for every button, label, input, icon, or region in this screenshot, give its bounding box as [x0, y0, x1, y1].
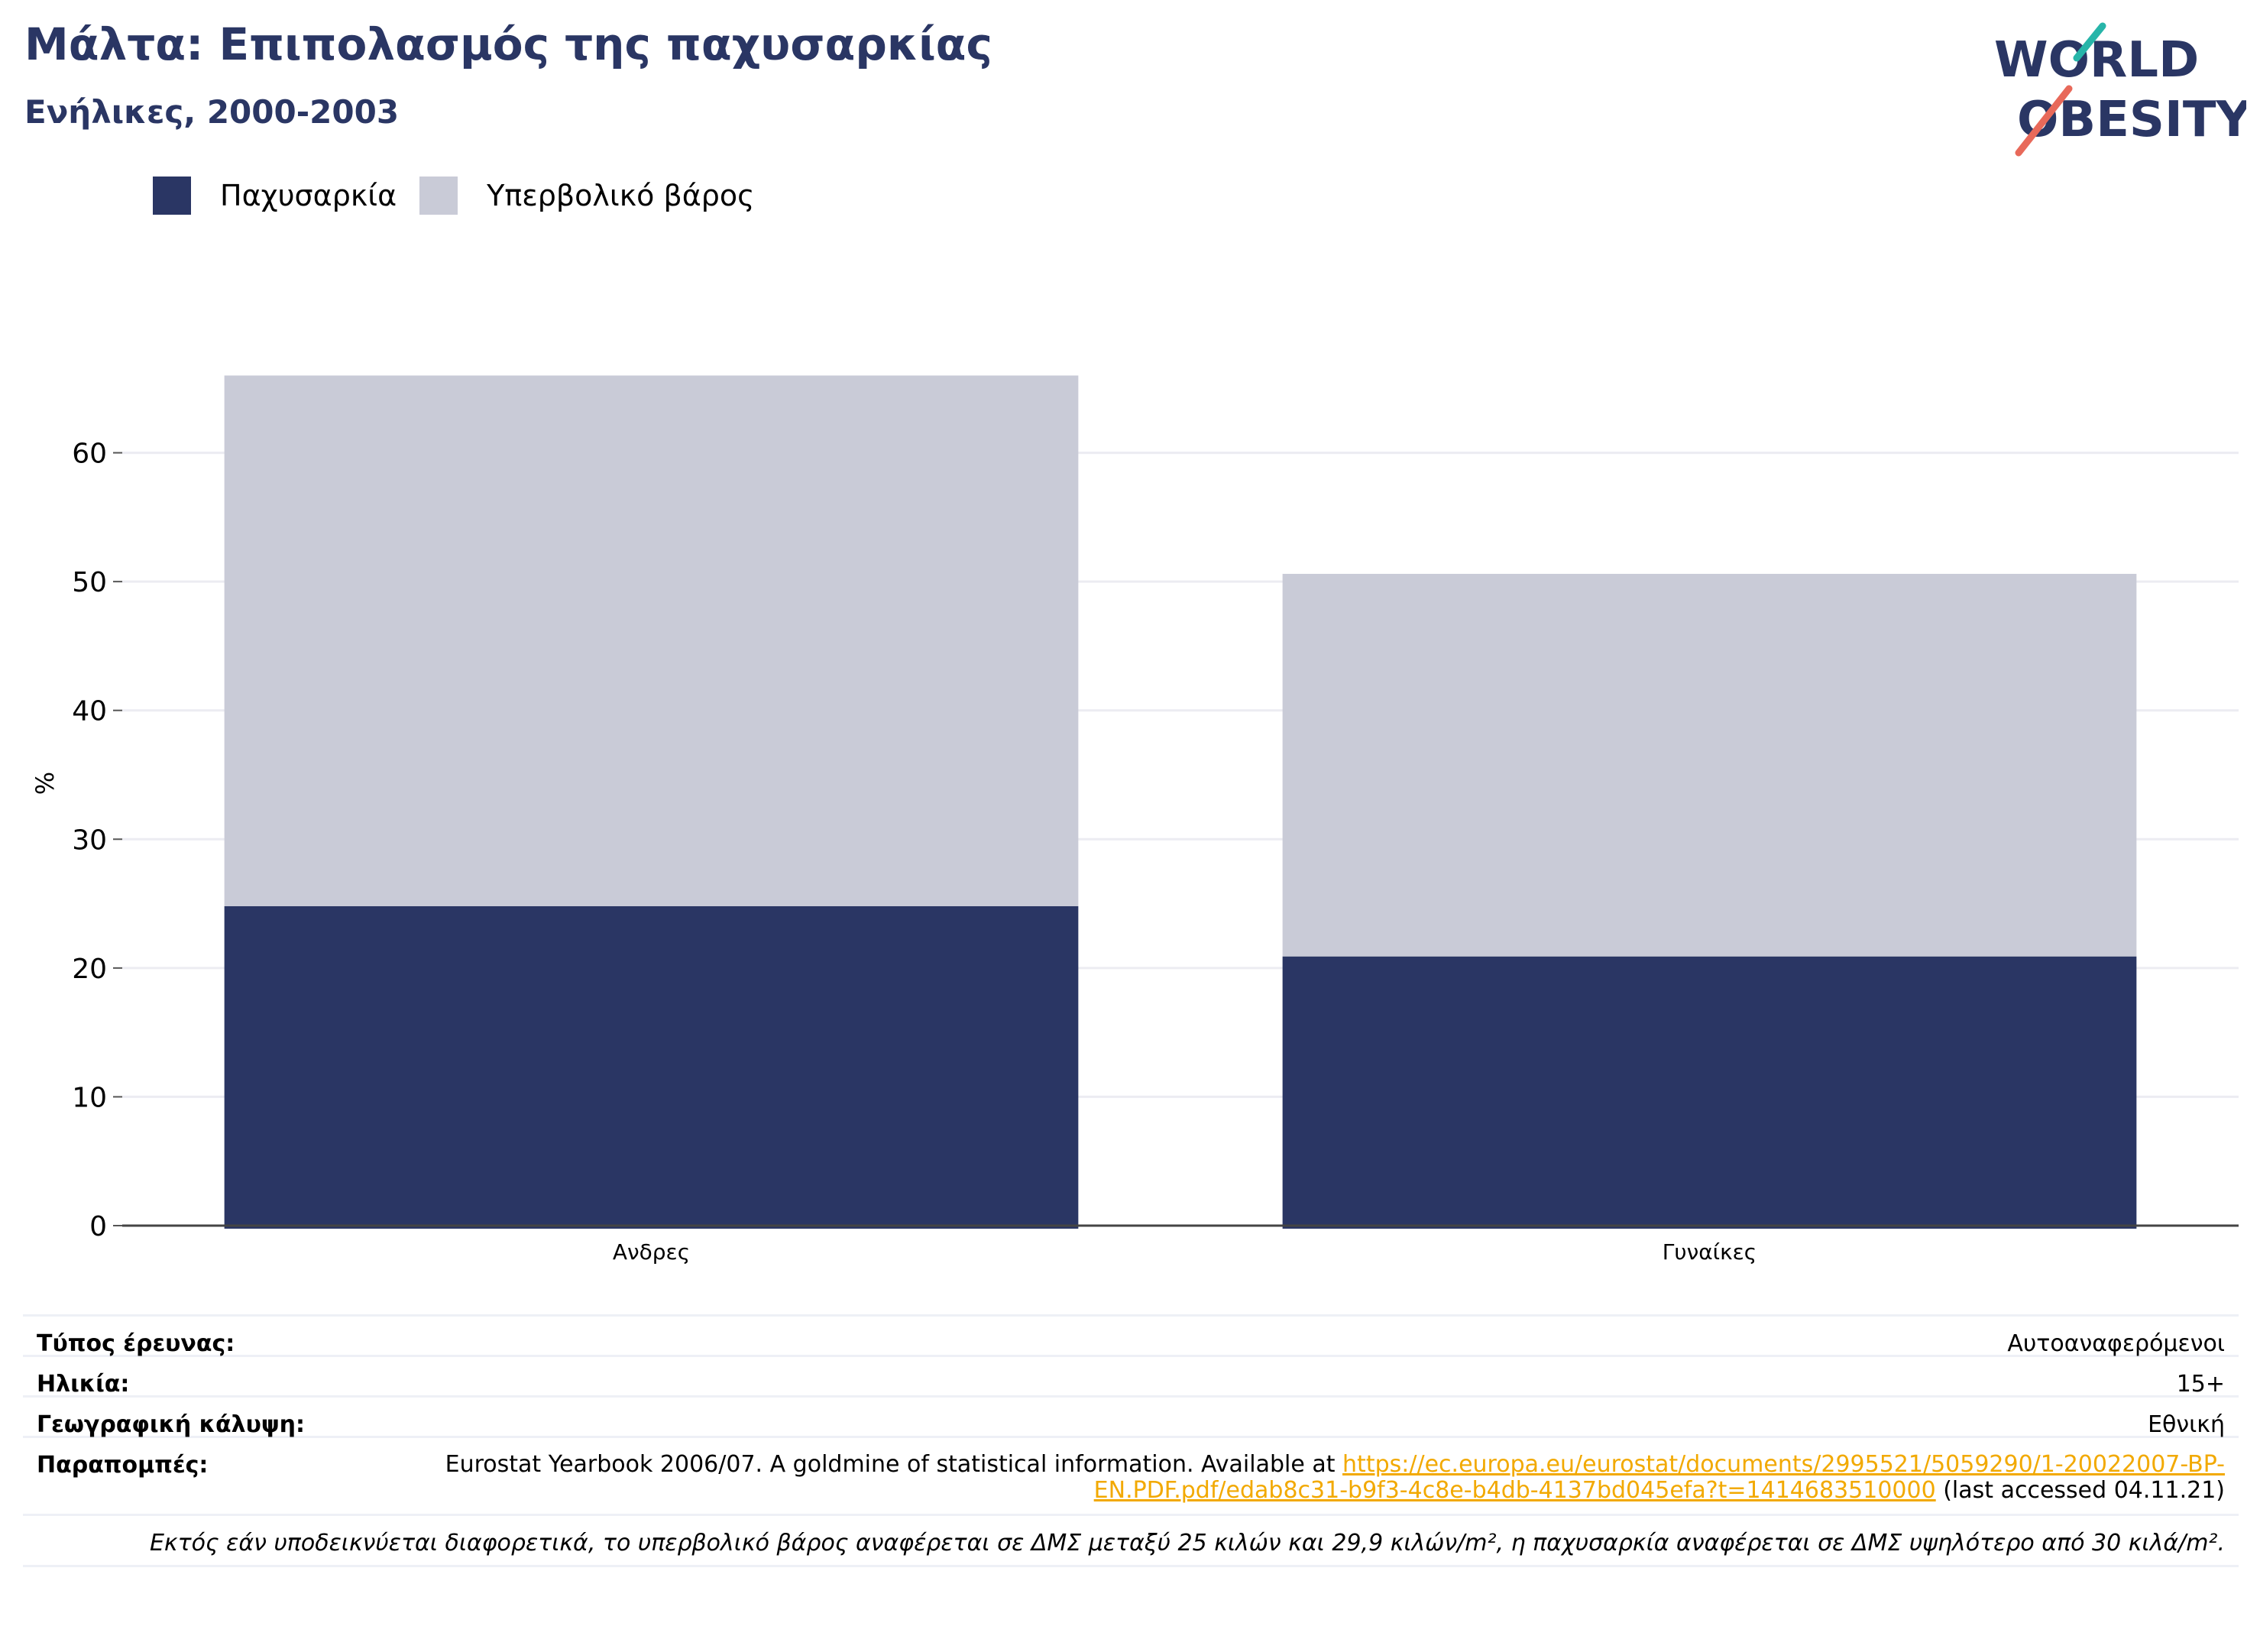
chart-title: Μάλτα: Επιπολασμός της παχυσαρκίας: [24, 18, 992, 70]
references-value: Eurostat Yearbook 2006/07. A goldmine of…: [391, 1452, 2225, 1514]
survey-type-value: Αυτοαναφερόμενοι: [2007, 1330, 2225, 1357]
definitions-footnote: Εκτός εάν υποδεικνύεται διαφορετικά, το …: [23, 1514, 2239, 1567]
legend-item-obesity[interactable]: Παχυσαρκία: [153, 177, 397, 215]
legend-item-overweight[interactable]: Υπερβολικό βάρος: [419, 177, 754, 215]
x-tick-label-0: Ανδρες: [613, 1239, 690, 1265]
coverage-label: Γεωγραφική κάλυψη:: [37, 1411, 306, 1438]
bar-obesity-0: [224, 905, 1079, 1229]
references-suffix: (last accessed 04.11.21): [1935, 1477, 2225, 1504]
survey-type-label: Τύπος έρευνας:: [37, 1330, 235, 1357]
references-label: Παραπομπές:: [37, 1452, 209, 1479]
y-tick-label-30: 30: [72, 824, 107, 856]
stacked-bar-chart: % 0 10 20 30 40 50 60 Ανδρες Γυναίκες: [31, 375, 2239, 1265]
legend-label-overweight: Υπερβολικό βάρος: [487, 179, 755, 212]
references-link[interactable]: https://ec.europa.eu/eurostat/documents/…: [1093, 1451, 2225, 1504]
logo-teal-slash: [2073, 22, 2106, 62]
age-label: Ηλικία:: [37, 1371, 130, 1398]
bar-obesity-1: [1282, 956, 2137, 1229]
y-tick-label-60: 60: [72, 439, 107, 470]
y-tick-label-50: 50: [72, 567, 107, 598]
references-text: Eurostat Yearbook 2006/07. A goldmine of…: [445, 1451, 1343, 1478]
chart-legend: Παχυσαρκία Υπερβολικό βάρος: [153, 176, 777, 215]
chart-subtitle: Ενήλικες, 2000-2003: [24, 93, 400, 131]
legend-swatch-overweight: [419, 177, 458, 215]
info-row-survey-type: Τύπος έρευνας: Αυτοαναφερόμενοι: [23, 1314, 2239, 1357]
bar-overweight-0: [224, 375, 1079, 906]
info-row-age: Ηλικία: 15+: [23, 1355, 2239, 1398]
logo-text-world: WORLD: [1994, 32, 2199, 89]
y-axis-title: %: [31, 772, 60, 795]
x-tick-label-1: Γυναίκες: [1663, 1239, 1757, 1265]
age-value: 15+: [2176, 1371, 2225, 1398]
y-tick-label-10: 10: [72, 1082, 107, 1113]
y-tick-label-0: 0: [89, 1211, 107, 1242]
legend-swatch-obesity: [153, 177, 191, 215]
logo-red-slash: [2015, 85, 2073, 157]
info-row-references: Παραπομπές: Eurostat Yearbook 2006/07. A…: [23, 1436, 2239, 1514]
y-tick-label-20: 20: [72, 954, 107, 985]
legend-label-obesity: Παχυσαρκία: [220, 179, 397, 212]
survey-info-table: Τύπος έρευνας: Αυτοαναφερόμενοι Ηλικία: …: [23, 1314, 2239, 1567]
world-obesity-logo: WORLD OBESITY: [1994, 22, 2246, 157]
bar-overweight-1: [1282, 574, 2137, 957]
y-tick-label-40: 40: [72, 696, 107, 727]
info-row-coverage: Γεωγραφική κάλυψη: Εθνική: [23, 1395, 2239, 1438]
coverage-value: Εθνική: [2148, 1411, 2225, 1438]
